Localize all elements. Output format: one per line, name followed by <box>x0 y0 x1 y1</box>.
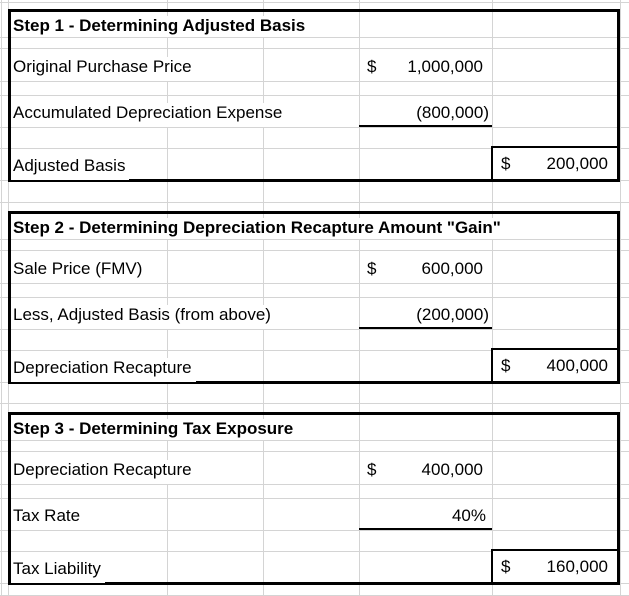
amount-value: 400,000 <box>546 356 608 375</box>
gridline-h <box>0 148 629 149</box>
gridline-h <box>0 484 629 485</box>
currency-symbol: $ <box>367 460 377 479</box>
gridline-v <box>167 0 168 596</box>
gridline-h <box>0 329 629 330</box>
table-row: Depreciation Recapture <box>11 350 617 382</box>
amount-value: 400,000 <box>421 460 483 479</box>
section-box-step-2: Step 2 - Determining Depreciation Recapt… <box>8 211 620 384</box>
label-cell[interactable]: Tax Rate <box>11 506 85 530</box>
amount-value: 40% <box>451 506 486 525</box>
step-1-header-text: Step 1 - Determining Adjusted Basis <box>11 16 310 37</box>
gridline-h <box>0 440 629 441</box>
gridline-v <box>1 0 2 596</box>
gridline-h <box>0 283 629 284</box>
gridline-v <box>263 0 264 596</box>
label-cell[interactable]: Original Purchase Price <box>11 57 196 81</box>
result-cell[interactable]: $ 160,000 <box>491 549 617 582</box>
table-row: Adjusted Basis <box>11 148 617 180</box>
label-cell[interactable]: Depreciation Recapture <box>11 460 196 484</box>
table-row: Accumulated Depreciation Expense (800,00… <box>11 95 617 127</box>
step-3-header-cell[interactable]: Step 3 - Determining Tax Exposure <box>11 415 617 440</box>
table-row: Less, Adjusted Basis (from above) (200,0… <box>11 297 617 329</box>
gridline-h <box>0 95 629 96</box>
gridline-v <box>492 0 493 596</box>
gridline-v <box>359 0 360 596</box>
gridline-h <box>0 250 629 251</box>
label-cell[interactable]: Tax Liability <box>11 559 105 583</box>
currency-symbol: $ <box>501 557 511 576</box>
label-cell[interactable]: Adjusted Basis <box>11 156 130 180</box>
table-row: Tax Rate 40% <box>11 498 617 530</box>
amount-cell[interactable]: $ 1,000,000 <box>359 48 492 81</box>
amount-value: (800,000) <box>416 103 489 122</box>
label-cell[interactable]: Less, Adjusted Basis (from above) <box>11 305 275 329</box>
amount-value: (200,000) <box>416 305 489 324</box>
result-cell[interactable]: $ 200,000 <box>491 146 617 179</box>
step-2-header-text: Step 2 - Determining Depreciation Recapt… <box>11 218 505 239</box>
gridline-h <box>0 81 629 82</box>
gridline-v <box>620 0 621 596</box>
currency-symbol: $ <box>501 356 511 375</box>
amount-value: 160,000 <box>546 557 608 576</box>
amount-value: 200,000 <box>546 154 608 173</box>
gridline-h <box>0 451 629 452</box>
currency-symbol: $ <box>367 57 377 76</box>
gridline-h <box>0 37 629 38</box>
gridline-h <box>0 239 629 240</box>
step-1-header-cell[interactable]: Step 1 - Determining Adjusted Basis <box>11 12 617 37</box>
label-cell[interactable]: Accumulated Depreciation Expense <box>11 103 287 127</box>
gridline-h <box>0 551 629 552</box>
gridline-h <box>0 350 629 351</box>
gridline-h <box>0 127 629 128</box>
gridline-h <box>0 48 629 49</box>
subtotal-underline <box>359 125 492 127</box>
step-2-header-cell[interactable]: Step 2 - Determining Depreciation Recapt… <box>11 214 617 239</box>
table-row: Sale Price (FMV) $ 600,000 <box>11 250 617 283</box>
label-cell[interactable]: Depreciation Recapture <box>11 358 196 382</box>
gridline-h <box>0 2 629 3</box>
section-box-step-3: Step 3 - Determining Tax Exposure Deprec… <box>8 412 620 585</box>
amount-cell[interactable]: (200,000) <box>359 297 492 329</box>
currency-symbol: $ <box>501 154 511 173</box>
amount-value: 1,000,000 <box>407 57 483 76</box>
gridline-h <box>0 498 629 499</box>
gridline-h <box>0 202 629 203</box>
gridline-h <box>0 297 629 298</box>
amount-cell[interactable]: $ 600,000 <box>359 250 492 283</box>
result-cell[interactable]: $ 400,000 <box>491 348 617 381</box>
amount-cell[interactable]: $ 400,000 <box>359 451 492 484</box>
table-row: Original Purchase Price $ 1,000,000 <box>11 48 617 81</box>
section-box-step-1: Step 1 - Determining Adjusted Basis Orig… <box>8 9 620 182</box>
gridline-h <box>0 530 629 531</box>
amount-cell[interactable]: 40% <box>359 498 492 530</box>
table-row: Tax Liability <box>11 551 617 583</box>
label-cell[interactable]: Sale Price (FMV) <box>11 259 147 283</box>
subtotal-underline <box>359 327 492 329</box>
currency-symbol: $ <box>367 259 377 278</box>
step-3-header-text: Step 3 - Determining Tax Exposure <box>11 419 298 440</box>
amount-value: 600,000 <box>421 259 483 278</box>
table-row: Depreciation Recapture $ 400,000 <box>11 451 617 484</box>
subtotal-underline <box>359 528 492 530</box>
gridline-h <box>0 403 629 404</box>
amount-cell[interactable]: (800,000) <box>359 95 492 127</box>
